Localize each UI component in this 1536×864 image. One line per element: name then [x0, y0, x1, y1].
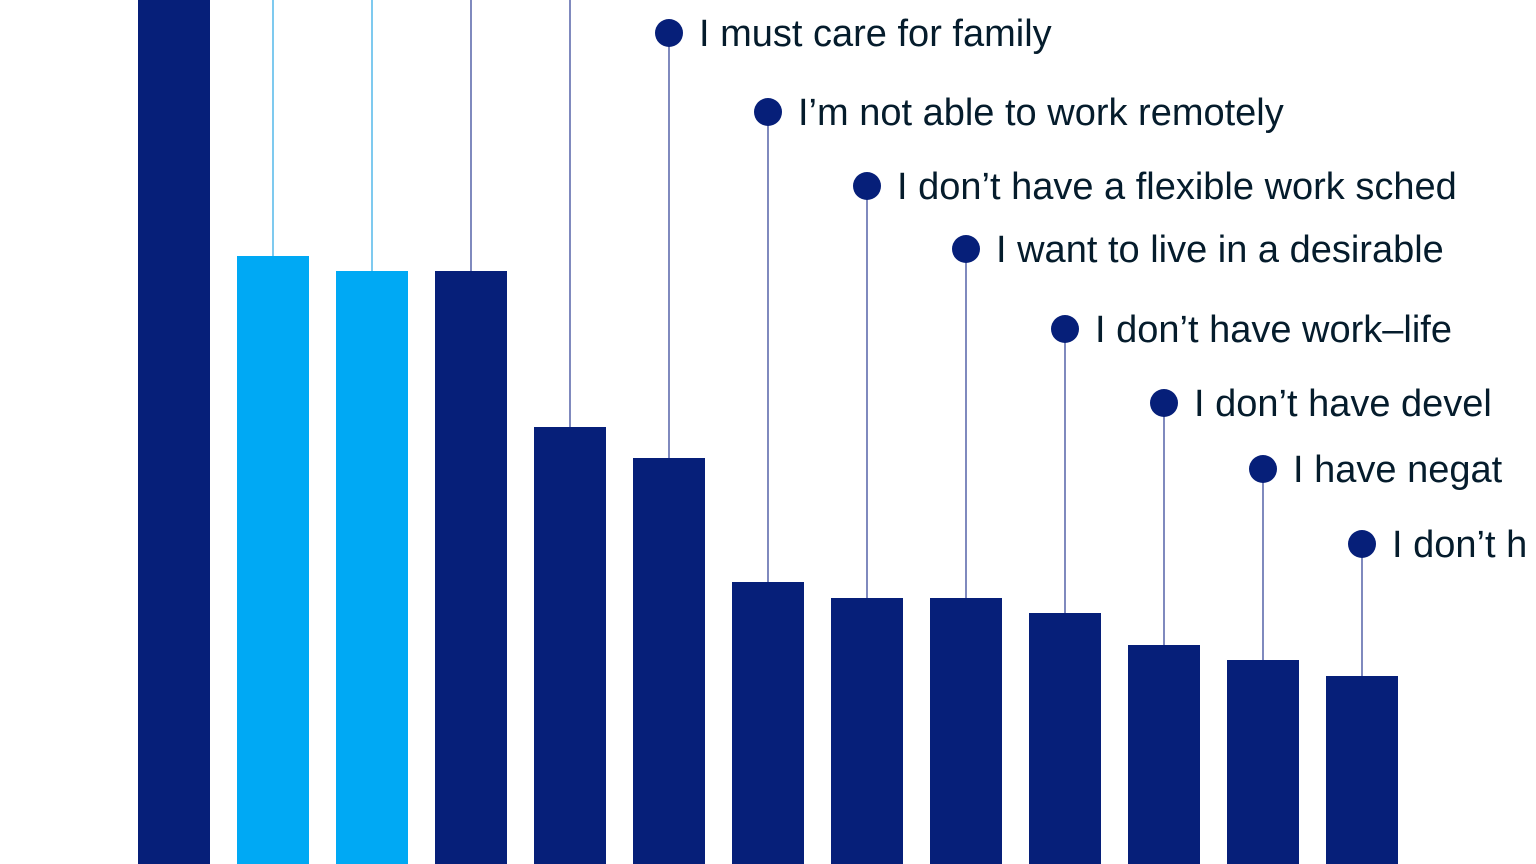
- bar: [732, 582, 804, 864]
- category-label: I have negat: [1293, 449, 1503, 491]
- bar: [534, 427, 606, 864]
- label-dot: [655, 19, 683, 47]
- category-label: I don’t have devel: [1194, 383, 1492, 425]
- category-label: I don’t have work–life: [1095, 309, 1452, 351]
- bar: [1326, 676, 1398, 864]
- category-label: I want to live in a desirable: [996, 229, 1444, 271]
- bar: [930, 598, 1002, 864]
- label-dot: [853, 172, 881, 200]
- label-dot: [1150, 389, 1178, 417]
- bar: [435, 271, 507, 864]
- label-dot: [952, 235, 980, 263]
- bar: [633, 458, 705, 864]
- label-dot: [1051, 315, 1079, 343]
- category-label: I’m not able to work remotely: [798, 92, 1284, 134]
- category-label: I don’t h: [1392, 524, 1527, 566]
- bar: [336, 271, 408, 864]
- bar: [237, 256, 309, 864]
- label-dot: [754, 98, 782, 126]
- category-label: I must care for family: [699, 13, 1052, 55]
- bar: [1029, 613, 1101, 864]
- bar: [1227, 660, 1299, 864]
- bar: [1128, 645, 1200, 864]
- bar: [138, 0, 210, 864]
- label-dot: [1348, 530, 1376, 558]
- bar: [831, 598, 903, 864]
- label-dot: [1249, 455, 1277, 483]
- category-label: I don’t have a flexible work sched: [897, 166, 1457, 208]
